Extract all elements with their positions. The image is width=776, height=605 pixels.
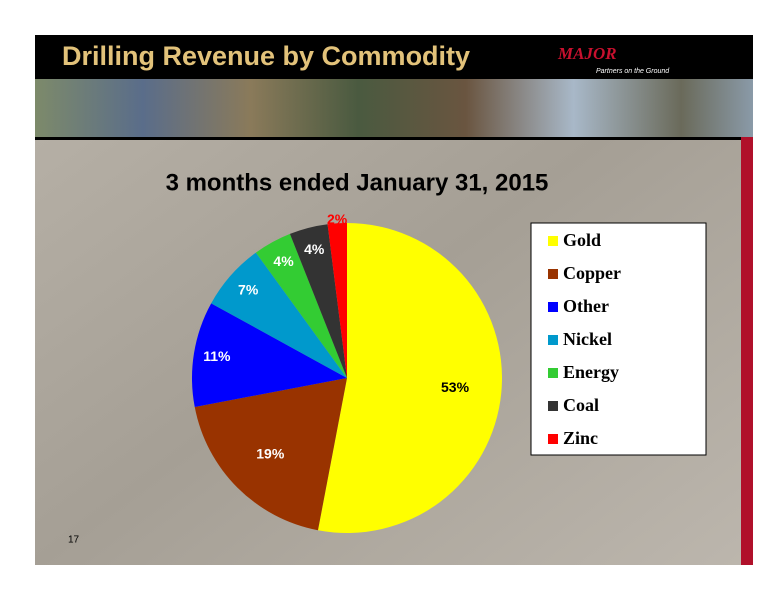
legend-swatch [548, 269, 558, 279]
slice-label: 4% [273, 253, 294, 269]
legend-label: Copper [563, 263, 621, 283]
slice-label: 4% [304, 241, 325, 257]
slide-title: Drilling Revenue by Commodity [62, 41, 470, 71]
slice-label: 53% [441, 379, 470, 395]
strip-border [35, 137, 741, 140]
legend-label: Zinc [563, 428, 598, 448]
legend-box [530, 222, 707, 456]
pie: 53%19%11%7%4%4%2% [191, 211, 502, 533]
legend-swatch [548, 434, 558, 444]
chart-title: 3 months ended January 31, 2015 [166, 169, 549, 196]
legend-swatch [548, 302, 558, 312]
slice-label: 7% [238, 282, 259, 298]
header-band [35, 35, 753, 79]
legend-label: Gold [563, 230, 601, 250]
pie-slice [191, 303, 347, 408]
slice-label: 19% [256, 445, 285, 461]
tagline: Partners on the Ground [596, 68, 670, 75]
legend-label: Other [563, 296, 609, 316]
pie-slice [317, 223, 502, 533]
logo: MAJOR [557, 44, 617, 63]
pie-slice [289, 224, 347, 378]
page-number: 17 [68, 535, 80, 546]
legend-label: Coal [563, 395, 599, 415]
legend-swatch [548, 335, 558, 345]
photo-strip [35, 79, 753, 137]
slice-label: 2% [327, 211, 348, 227]
pie-slice [194, 378, 347, 531]
pie-slice [255, 233, 347, 378]
pie-slice [327, 223, 347, 378]
legend-swatch [548, 368, 558, 378]
legend-swatch [548, 401, 558, 411]
legend-swatch [548, 236, 558, 246]
pie-slice [211, 252, 347, 378]
legend-label: Energy [563, 362, 619, 382]
legend: Gold Copper Other Nickel Energy Coal Zinc [548, 230, 621, 448]
side-border [741, 35, 753, 565]
legend-label: Nickel [563, 329, 612, 349]
slice-label: 11% [203, 348, 231, 364]
